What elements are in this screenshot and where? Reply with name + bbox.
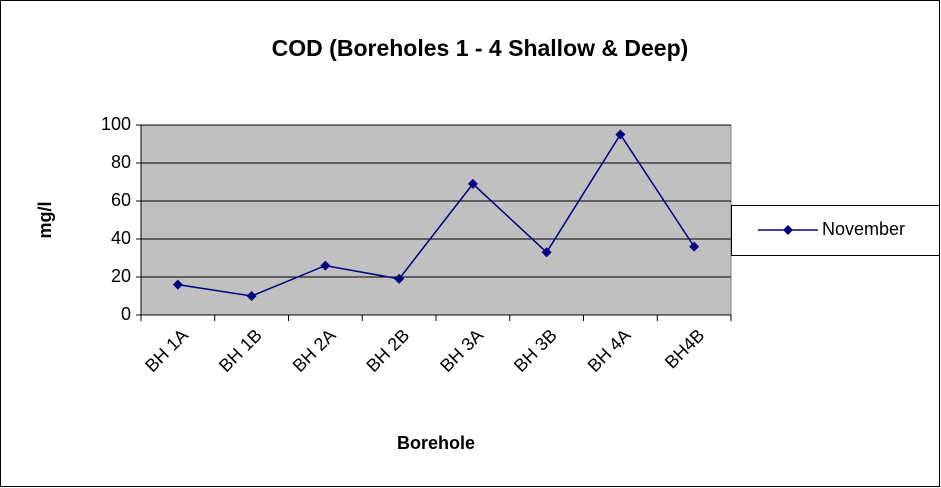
marker [394, 273, 405, 284]
y-tick-label: 40 [111, 228, 131, 248]
plot-area [140, 124, 732, 316]
x-axis-label: Borehole [397, 433, 475, 453]
marker [320, 260, 331, 271]
marker [689, 241, 700, 252]
y-axis-label: mg/l [35, 201, 55, 238]
marker [172, 279, 183, 290]
marker [541, 247, 552, 258]
chart-title: COD (Boreholes 1 - 4 Shallow & Deep) [272, 35, 689, 61]
marker [615, 129, 626, 140]
y-tick-label: 100 [101, 114, 131, 134]
marker [467, 178, 478, 189]
legend-marker [783, 225, 793, 235]
y-tick-label: 20 [111, 266, 131, 286]
legend-label: November [822, 219, 905, 239]
y-tick-label: 80 [111, 152, 131, 172]
line [177, 133, 695, 297]
y-tick-label: 0 [121, 304, 131, 324]
y-tick-label: 60 [111, 190, 131, 210]
marker [246, 291, 257, 301]
